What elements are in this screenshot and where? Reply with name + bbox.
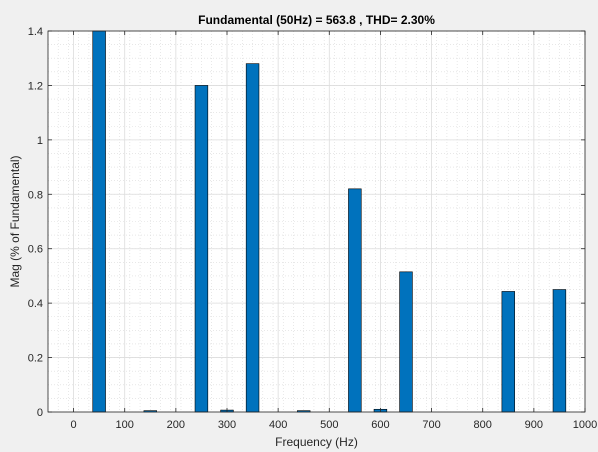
plot-frame	[47, 30, 586, 413]
bar	[194, 85, 209, 413]
x-tick-label: 300	[218, 419, 236, 431]
bar	[92, 30, 106, 413]
x-tick-label: 900	[525, 419, 543, 431]
y-axis-label: Mag (% of Fundamental)	[8, 155, 22, 287]
y-tick-label: 0.2	[28, 353, 43, 365]
y-tick-label: 1.4	[28, 26, 43, 38]
x-tick-label: 500	[320, 419, 338, 431]
y-tick-label: 0.8	[28, 189, 43, 201]
y-tick-label: 0.6	[28, 244, 43, 256]
x-axis-label: Frequency (Hz)	[275, 435, 358, 449]
x-tick-label: 0	[71, 419, 77, 431]
x-tick-label: 600	[371, 419, 389, 431]
bar	[399, 271, 413, 413]
y-tick-label: 0	[37, 407, 43, 419]
x-axis-ticks: 0 100 200 300 400 500 600 700 800 900 1000	[71, 31, 597, 431]
bar	[245, 63, 260, 413]
x-tick-label: 800	[474, 419, 492, 431]
bar	[552, 289, 567, 413]
x-tick-label: 100	[116, 419, 134, 431]
y-tick-label: 0.4	[28, 298, 43, 310]
x-tick-label: 1000	[573, 419, 597, 431]
x-tick-label: 400	[269, 419, 287, 431]
y-tick-label: 1	[37, 135, 43, 147]
bar	[348, 188, 362, 413]
y-tick-label: 1.2	[28, 80, 43, 92]
chart-title: Fundamental (50Hz) = 563.8 , THD= 2.30%	[198, 13, 435, 27]
y-axis-ticks: 0 0.2 0.4 0.6 0.8 1 1.2 1.4	[28, 26, 585, 419]
bar	[501, 291, 515, 413]
x-tick-label: 700	[422, 419, 440, 431]
x-tick-label: 200	[167, 419, 185, 431]
